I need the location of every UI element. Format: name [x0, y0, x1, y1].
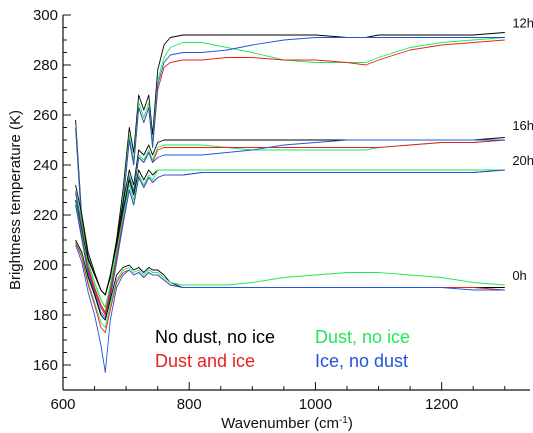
x-axis-label-close: ): [348, 415, 353, 432]
y-tick-label: 220: [33, 207, 58, 224]
legend: No dust, no ice Dust, no ice Dust and ice I…: [155, 327, 410, 371]
x-tick-label: 1000: [299, 396, 332, 413]
x-axis-label-main: Wavenumber (cm: [221, 415, 339, 432]
time-label-0h: 0h: [512, 268, 526, 283]
series-line-20h-dust-no-ice: [75, 169, 505, 308]
axes: 160 180 200 220 240 260 280 300 600 800 1000 1200: [33, 7, 530, 413]
series-line-12h-no-dust-no-ice: [75, 32, 505, 296]
series-layer: [75, 32, 505, 373]
series-line-20h-no-dust-no-ice: [75, 169, 505, 296]
series-line-16h-dust-and-ice: [75, 139, 505, 313]
legend-entry: No dust, no ice: [155, 327, 275, 347]
y-tick-label: 260: [33, 107, 58, 124]
y-tick-label: 280: [33, 57, 58, 74]
series-line-0h-ice-no-dust: [75, 244, 505, 373]
x-axis-label: Wavenumber (cm-1): [221, 415, 353, 433]
legend-entry: Dust, no ice: [315, 327, 410, 347]
series-line-20h-ice-no-dust: [75, 169, 505, 321]
legend-entry: Dust and ice: [155, 351, 255, 371]
y-tick-label: 200: [33, 257, 58, 274]
series-line-20h-dust-and-ice: [75, 169, 505, 316]
y-tick-label: 180: [33, 307, 58, 324]
x-tick-label: 1200: [425, 396, 458, 413]
series-line-16h-ice-no-dust: [75, 139, 505, 318]
y-axis-label: Brightness temperature (K): [7, 110, 24, 290]
time-label-16h: 16h: [512, 118, 533, 133]
legend-entry: Ice, no dust: [315, 351, 408, 371]
series-line-0h-no-dust-no-ice: [75, 239, 505, 321]
x-tick-label: 800: [177, 396, 202, 413]
series-line-0h-dust-no-ice: [75, 242, 505, 328]
time-labels: 12h 16h 20h 0h: [512, 16, 533, 284]
x-axis-label-superscript: -1: [339, 415, 348, 426]
time-label-12h: 12h: [512, 16, 533, 31]
series-line-16h-dust-no-ice: [75, 139, 505, 308]
y-tick-label: 300: [33, 7, 58, 24]
y-tick-label: 240: [33, 157, 58, 174]
x-tick-label: 600: [50, 396, 75, 413]
time-label-20h: 20h: [512, 153, 533, 168]
y-tick-label: 160: [33, 357, 58, 374]
